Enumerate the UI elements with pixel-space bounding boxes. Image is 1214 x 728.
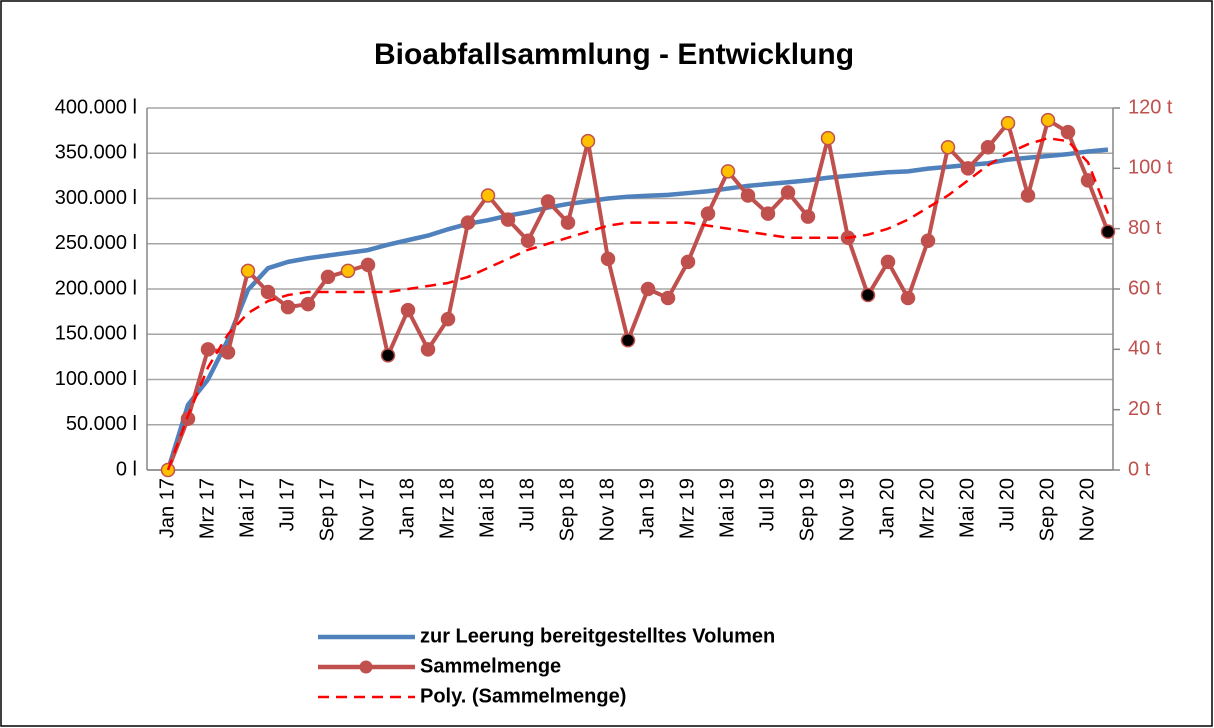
x-tick-label: Mai 17 [236, 478, 258, 538]
x-tick-label: Sep 20 [1036, 478, 1058, 541]
legend-label: zur Leerung bereitgestelltes Volumen [420, 625, 775, 647]
data-point [960, 161, 976, 176]
x-tick-label: Jan 19 [636, 478, 658, 538]
data-point [360, 257, 376, 273]
x-tick-label: Nov 18 [596, 478, 618, 541]
data-point [680, 254, 696, 270]
x-tick-label: Sep 17 [316, 478, 338, 541]
x-tick-label: Mrz 17 [196, 478, 218, 539]
data-point [860, 287, 876, 303]
x-tick-label: Nov 17 [356, 478, 378, 541]
data-point [500, 212, 516, 227]
x-tick-label: Jan 18 [396, 478, 418, 538]
x-tick-label: Mrz 19 [676, 478, 698, 539]
data-point [320, 269, 336, 285]
x-tick-label: Jul 18 [516, 478, 538, 531]
data-point [600, 251, 616, 267]
data-point [580, 133, 596, 149]
data-point [900, 290, 916, 306]
data-point [300, 296, 316, 312]
data-point [200, 342, 216, 357]
data-point [520, 233, 536, 248]
series-line [166, 136, 1110, 471]
data-point [260, 284, 276, 300]
data-point [440, 311, 456, 327]
x-tick-label: Sep 18 [556, 478, 578, 541]
y2-tick-label: 20 t [1128, 398, 1162, 420]
series-line [165, 147, 1109, 471]
y-tick-label: 200.000 l [55, 277, 137, 299]
data-point [980, 139, 996, 155]
data-point [280, 299, 296, 315]
y2-tick-label: 80 t [1128, 217, 1162, 239]
x-tick-label: Nov 20 [1076, 478, 1098, 541]
y-tick-label: 300.000 l [55, 187, 137, 209]
legend-label: Poly. (Sammelmenge) [420, 685, 626, 707]
data-point [240, 263, 256, 279]
y2-tick-label: 120 t [1128, 96, 1173, 118]
x-tick-label: Mai 19 [716, 478, 738, 538]
x-tick-label: Mrz 20 [916, 478, 938, 539]
data-point [1020, 188, 1036, 203]
y2-tick-label: 40 t [1128, 338, 1162, 360]
data-point [720, 164, 736, 179]
data-point [740, 188, 756, 203]
data-point [340, 263, 356, 279]
data-point [780, 185, 796, 200]
data-point [660, 290, 676, 306]
y-tick-label: 350.000 l [55, 142, 137, 164]
data-point [640, 281, 656, 297]
y-tick-label: 150.000 l [55, 323, 137, 345]
x-tick-label: Jul 17 [276, 478, 298, 531]
data-point [920, 233, 936, 248]
legend-label: Sammelmenge [420, 655, 561, 677]
data-point [820, 130, 836, 146]
y-tick-label: 50.000 l [66, 413, 137, 435]
x-tick-label: Mrz 18 [436, 478, 458, 539]
x-tick-label: Sep 19 [796, 478, 818, 541]
data-point [420, 342, 436, 357]
data-point [760, 206, 776, 221]
data-point [620, 333, 636, 348]
data-point [480, 188, 496, 203]
x-tick-label: Jul 20 [996, 478, 1018, 531]
y-tick-label: 100.000 l [55, 368, 137, 390]
y2-tick-label: 0 t [1128, 458, 1151, 480]
data-point [800, 209, 816, 224]
data-point [1000, 115, 1016, 131]
y2-tick-label: 100 t [1128, 157, 1173, 179]
y-tick-label: 0 l [116, 458, 137, 480]
data-point [1040, 112, 1056, 128]
chart-title: Bioabfallsammlung - Entwicklung [374, 38, 854, 71]
y-tick-label: 250.000 l [55, 232, 137, 254]
data-point [400, 302, 416, 318]
x-tick-label: Nov 19 [836, 478, 858, 541]
data-point [880, 254, 896, 270]
x-tick-label: Jul 19 [756, 478, 778, 531]
data-point [700, 206, 716, 221]
y2-tick-label: 60 t [1128, 277, 1162, 299]
data-point [560, 215, 576, 230]
y-tick-label: 400.000 l [55, 96, 137, 118]
data-point [940, 139, 956, 155]
data-point [380, 348, 396, 363]
data-point [220, 345, 236, 360]
data-point [540, 194, 556, 209]
data-point [460, 215, 476, 230]
x-tick-label: Jan 20 [876, 478, 898, 538]
data-point [1060, 124, 1076, 140]
legend-marker [359, 660, 373, 674]
x-tick-label: Jan 17 [156, 478, 178, 538]
x-tick-label: Mai 18 [476, 478, 498, 538]
data-point [1100, 224, 1116, 239]
x-tick-label: Mai 20 [956, 478, 978, 538]
